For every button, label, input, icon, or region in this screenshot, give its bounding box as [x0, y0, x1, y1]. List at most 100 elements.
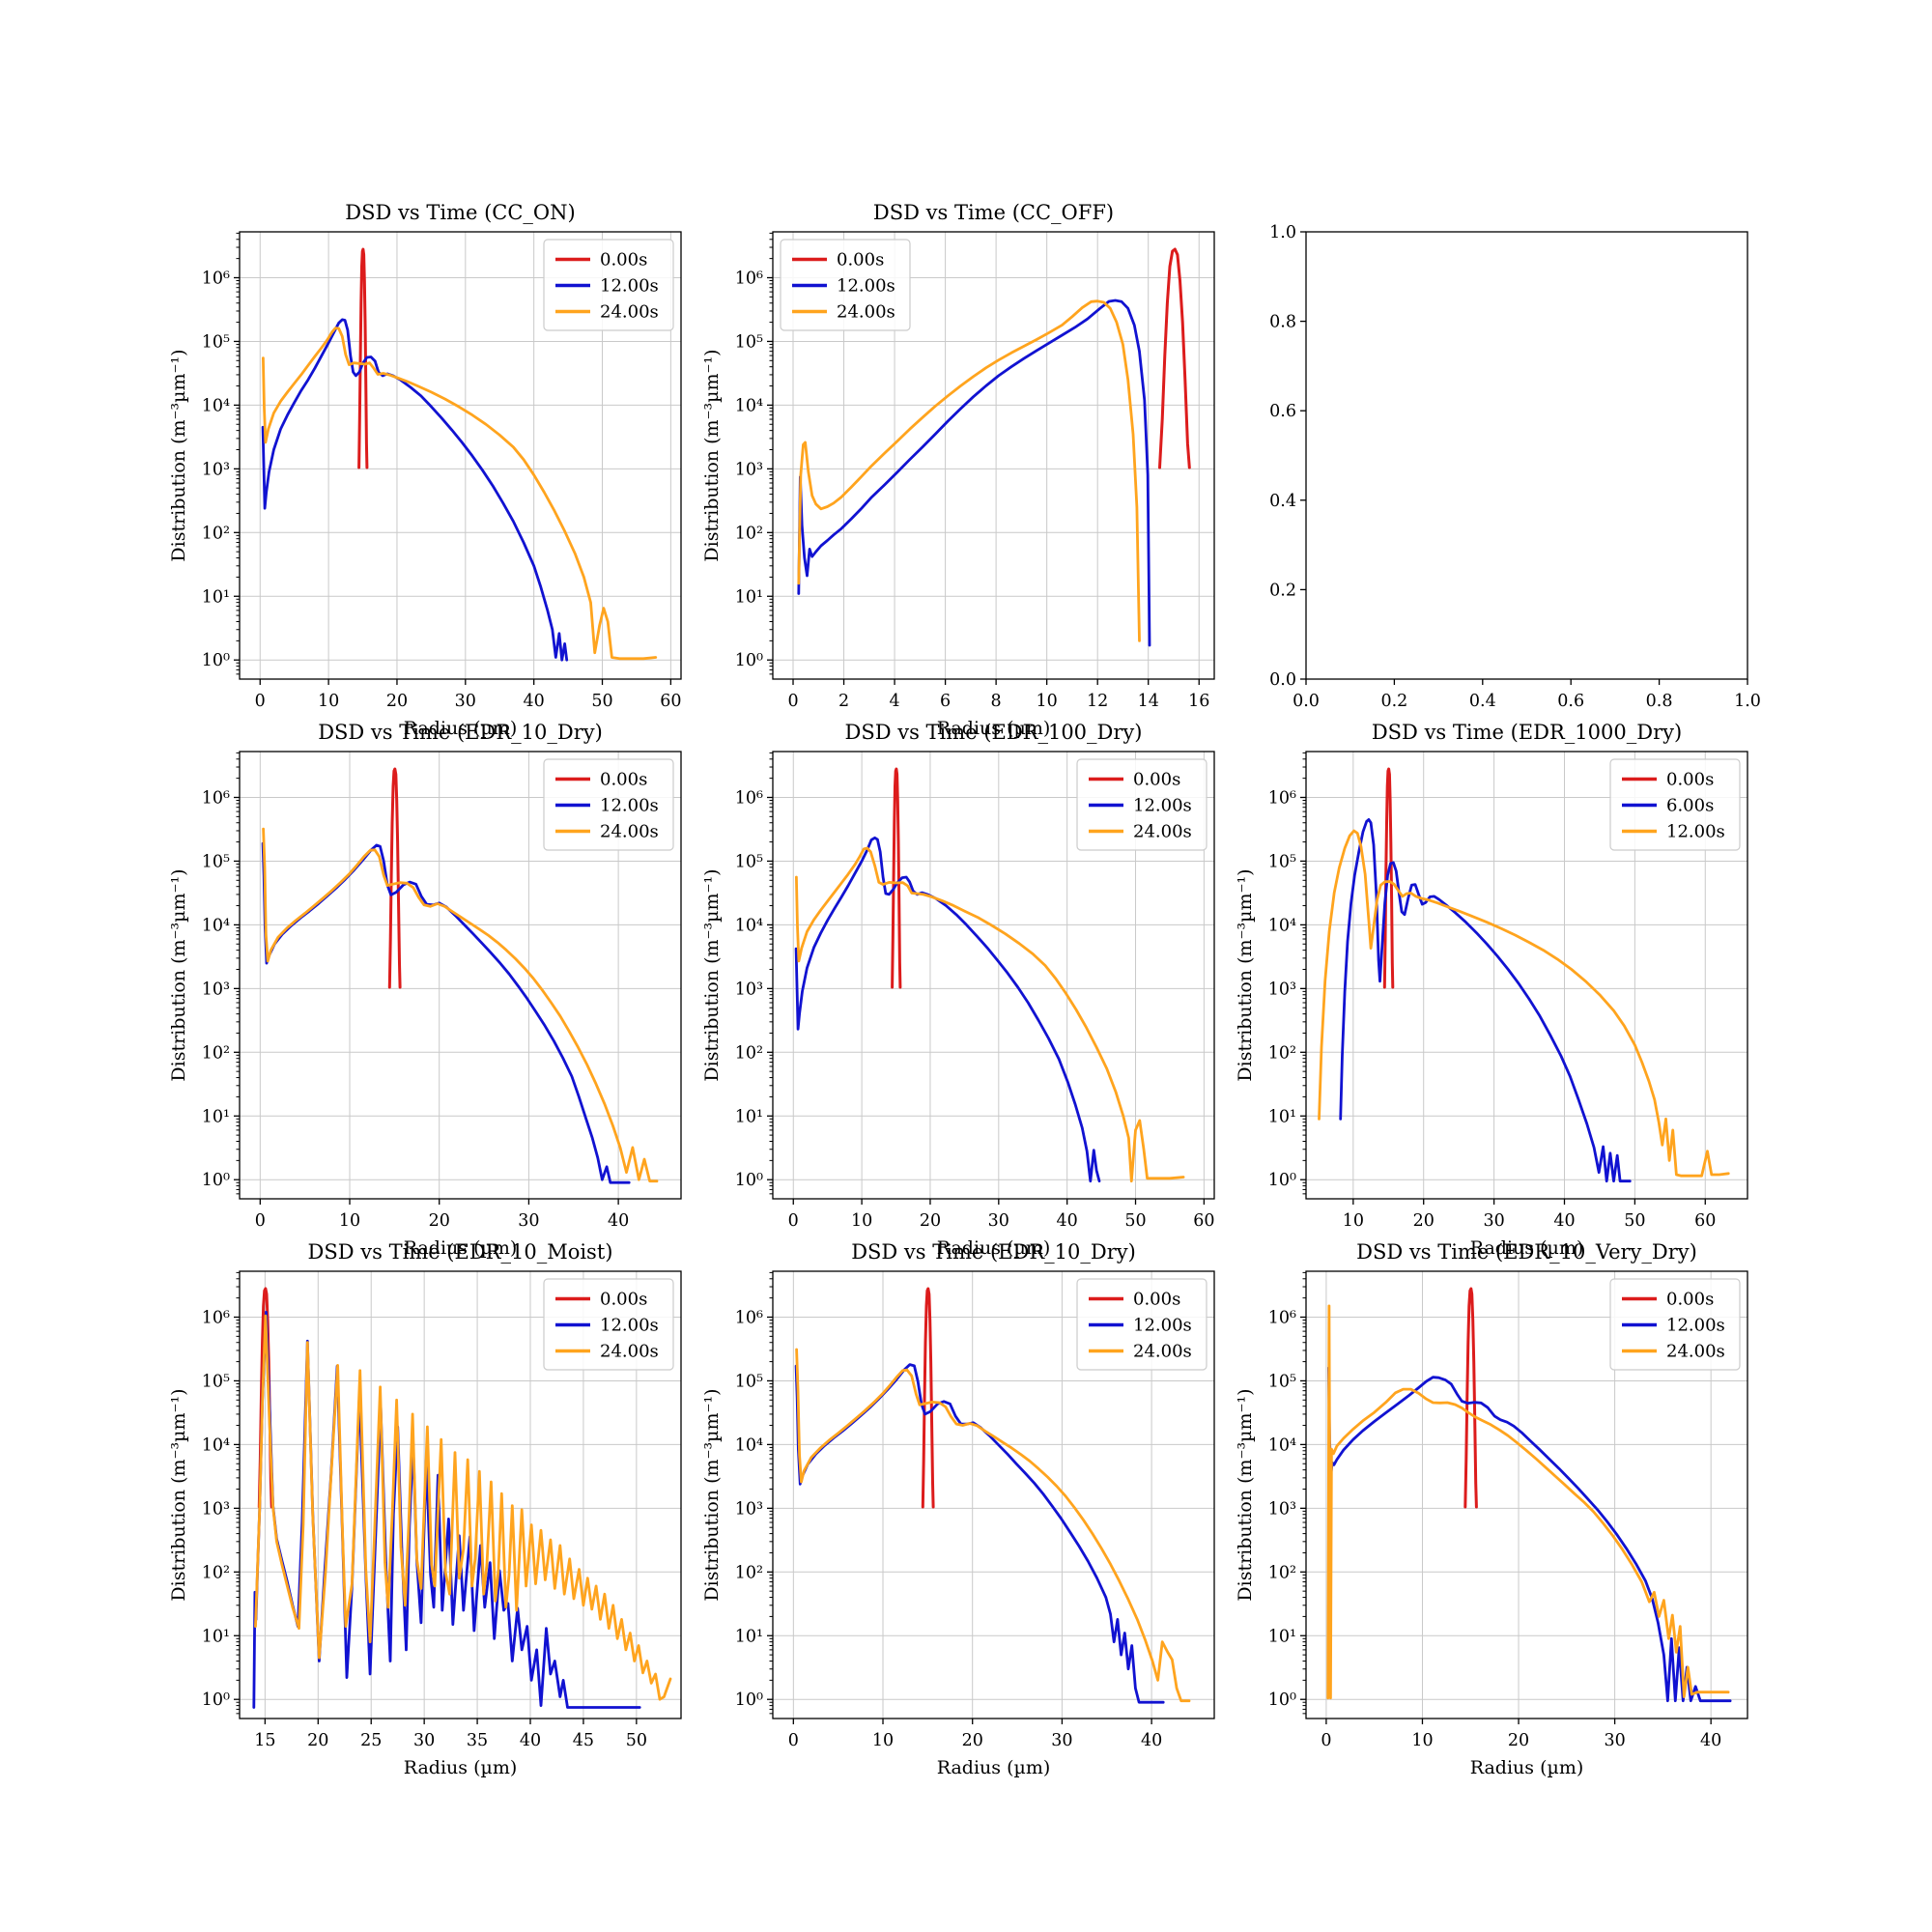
chart-title: DSD vs Time (EDR_10_Very_Dry)	[1356, 1240, 1697, 1264]
series-12.00s	[261, 318, 569, 662]
series-24.00s	[254, 1314, 672, 1701]
svg-text:10³: 10³	[735, 460, 763, 479]
svg-text:10⁶: 10⁶	[202, 269, 230, 288]
svg-text:10⁶: 10⁶	[735, 269, 763, 288]
legend-label: 24.00s	[600, 302, 659, 323]
legend-label: 12.00s	[1666, 822, 1725, 842]
series-12.00s	[261, 841, 631, 1184]
svg-text:8: 8	[991, 692, 1002, 711]
x-axis-label: Radius (µm)	[937, 718, 1051, 739]
legend-label: 0.00s	[1133, 1290, 1180, 1310]
svg-text:10¹: 10¹	[735, 1627, 763, 1646]
svg-text:0: 0	[1321, 1731, 1331, 1750]
x-axis-label: Radius (µm)	[404, 1237, 518, 1259]
legend-label: 12.00s	[1133, 1316, 1192, 1336]
svg-text:1.0: 1.0	[1269, 223, 1296, 242]
svg-text:20: 20	[920, 1211, 941, 1231]
chart-title: DSD vs Time (EDR_10_Moist)	[308, 1240, 613, 1264]
svg-text:10³: 10³	[202, 980, 230, 999]
legend-label: 0.00s	[600, 1290, 647, 1310]
legend-label: 0.00s	[1133, 770, 1180, 790]
x-axis: 0 10 20 30 40	[788, 1719, 1162, 1750]
svg-text:10⁵: 10⁵	[1268, 852, 1296, 871]
axes-frame	[1305, 1270, 1748, 1719]
svg-text:10³: 10³	[735, 980, 763, 999]
gridlines	[773, 752, 1214, 1199]
svg-text:10²: 10²	[735, 1043, 763, 1063]
svg-text:10: 10	[1411, 1731, 1433, 1750]
legend: 0.00s 12.00s 24.00s	[780, 239, 911, 331]
x-axis: 0 10 20 30 40	[255, 1199, 629, 1231]
chart-title: DSD vs Time (EDR_1000_Dry)	[1372, 721, 1682, 744]
legend: 0.00s 12.00s 24.00s	[1609, 1278, 1741, 1371]
series-24.00s	[1326, 1304, 1730, 1700]
svg-text:10⁵: 10⁵	[202, 852, 230, 871]
axes-frame	[239, 751, 682, 1200]
chart-edr-1000-dry: 10 20 30 40 50 60 10⁰ 10¹ 10² 10³ 10⁴ 10⁵ 10⁶ DSD vs …	[1235, 721, 1748, 1259]
series-0.00s	[357, 247, 369, 469]
y-axis-label: Distribution (m⁻³µm⁻¹)	[168, 349, 189, 561]
svg-text:0: 0	[255, 1211, 266, 1231]
axes-frame	[772, 1270, 1215, 1719]
series-0.00s	[891, 767, 902, 989]
x-axis: 10 20 30 40 50 60	[1343, 1199, 1716, 1231]
svg-text:0.6: 0.6	[1269, 402, 1296, 421]
x-axis-label: Radius (µm)	[937, 1757, 1051, 1778]
svg-text:10⁶: 10⁶	[1268, 788, 1296, 808]
svg-text:10⁰: 10⁰	[735, 651, 763, 670]
svg-text:60: 60	[660, 692, 681, 711]
legend-label: 24.00s	[1133, 822, 1192, 842]
svg-text:10⁰: 10⁰	[202, 651, 230, 670]
x-axis-label: Radius (µm)	[1470, 1237, 1584, 1259]
legend-label: 0.00s	[600, 770, 647, 790]
svg-text:50: 50	[591, 692, 612, 711]
svg-text:10: 10	[851, 1211, 872, 1231]
y-axis-label: Distribution (m⁻³µm⁻¹)	[701, 868, 723, 1081]
legend-label: 24.00s	[837, 302, 895, 323]
y-axis: 10⁰ 10¹ 10² 10³ 10⁴ 10⁵ 10⁶	[1268, 1271, 1306, 1715]
series-24.00s	[797, 299, 1141, 642]
svg-text:10⁶: 10⁶	[1268, 1308, 1296, 1327]
chart-cc-on: 0 10 20 30 40 50 60 10⁰ 10¹ 10² 10³ 10⁴ 10⁵ 10⁶ DSD vs…	[168, 201, 682, 739]
series-0.00s	[921, 1287, 935, 1509]
y-axis: 10⁰ 10¹ 10² 10³ 10⁴ 10⁵ 10⁶	[735, 752, 773, 1195]
svg-text:10⁶: 10⁶	[202, 1308, 230, 1327]
y-axis: 0.0 0.2 0.4 0.6 0.8 1.0	[1269, 223, 1306, 690]
legend-label: 12.00s	[600, 796, 659, 816]
x-axis: 0 10 20 30 40 50 60	[255, 679, 682, 711]
svg-text:10: 10	[1037, 692, 1058, 711]
svg-text:30: 30	[1604, 1731, 1625, 1750]
svg-text:10¹: 10¹	[202, 1627, 230, 1646]
svg-text:0.6: 0.6	[1557, 692, 1584, 711]
axes-frame	[1305, 231, 1748, 680]
legend: 0.00s 12.00s 24.00s	[1076, 758, 1208, 851]
chart-title: DSD vs Time (CC_OFF)	[873, 201, 1114, 224]
svg-text:10¹: 10¹	[202, 1107, 230, 1126]
svg-text:50: 50	[626, 1731, 647, 1750]
svg-text:10⁴: 10⁴	[202, 916, 230, 935]
legend: 0.00s 12.00s 24.00s	[1076, 1278, 1208, 1371]
chart-edr-10-moist: 15 20 25 30 35 40 45 50 10⁰ 10¹ 10² 10³ 10⁴ 10⁵ 10⁶ DSD…	[168, 1240, 682, 1778]
svg-text:10²: 10²	[735, 1563, 763, 1582]
y-axis: 10⁰ 10¹ 10² 10³ 10⁴ 10⁵ 10⁶	[1268, 752, 1306, 1195]
svg-text:30: 30	[988, 1211, 1009, 1231]
axes-frame	[239, 231, 682, 680]
chart-empty: 0.0 0.2 0.4 0.6 0.8 1.0 0.0 0.2 0.4 0.6 0.8 1.0	[1269, 223, 1761, 711]
svg-text:4: 4	[889, 692, 899, 711]
svg-text:45: 45	[573, 1731, 594, 1750]
legend-label: 12.00s	[600, 1316, 659, 1336]
legend-label: 0.00s	[600, 250, 647, 270]
chart-title: DSD vs Time (EDR_100_Dry)	[845, 721, 1143, 744]
y-axis-label: Distribution (m⁻³µm⁻¹)	[168, 868, 189, 1081]
series-6.00s	[1339, 818, 1632, 1183]
series-12.00s	[1318, 829, 1730, 1178]
svg-text:40: 40	[1700, 1731, 1721, 1750]
svg-text:10⁴: 10⁴	[1268, 916, 1296, 935]
svg-text:30: 30	[455, 692, 476, 711]
svg-text:15: 15	[254, 1731, 275, 1750]
legend-label: 12.00s	[600, 276, 659, 297]
svg-text:10¹: 10¹	[1268, 1107, 1296, 1126]
svg-text:20: 20	[429, 1211, 450, 1231]
y-axis: 10⁰ 10¹ 10² 10³ 10⁴ 10⁵ 10⁶	[735, 232, 773, 675]
